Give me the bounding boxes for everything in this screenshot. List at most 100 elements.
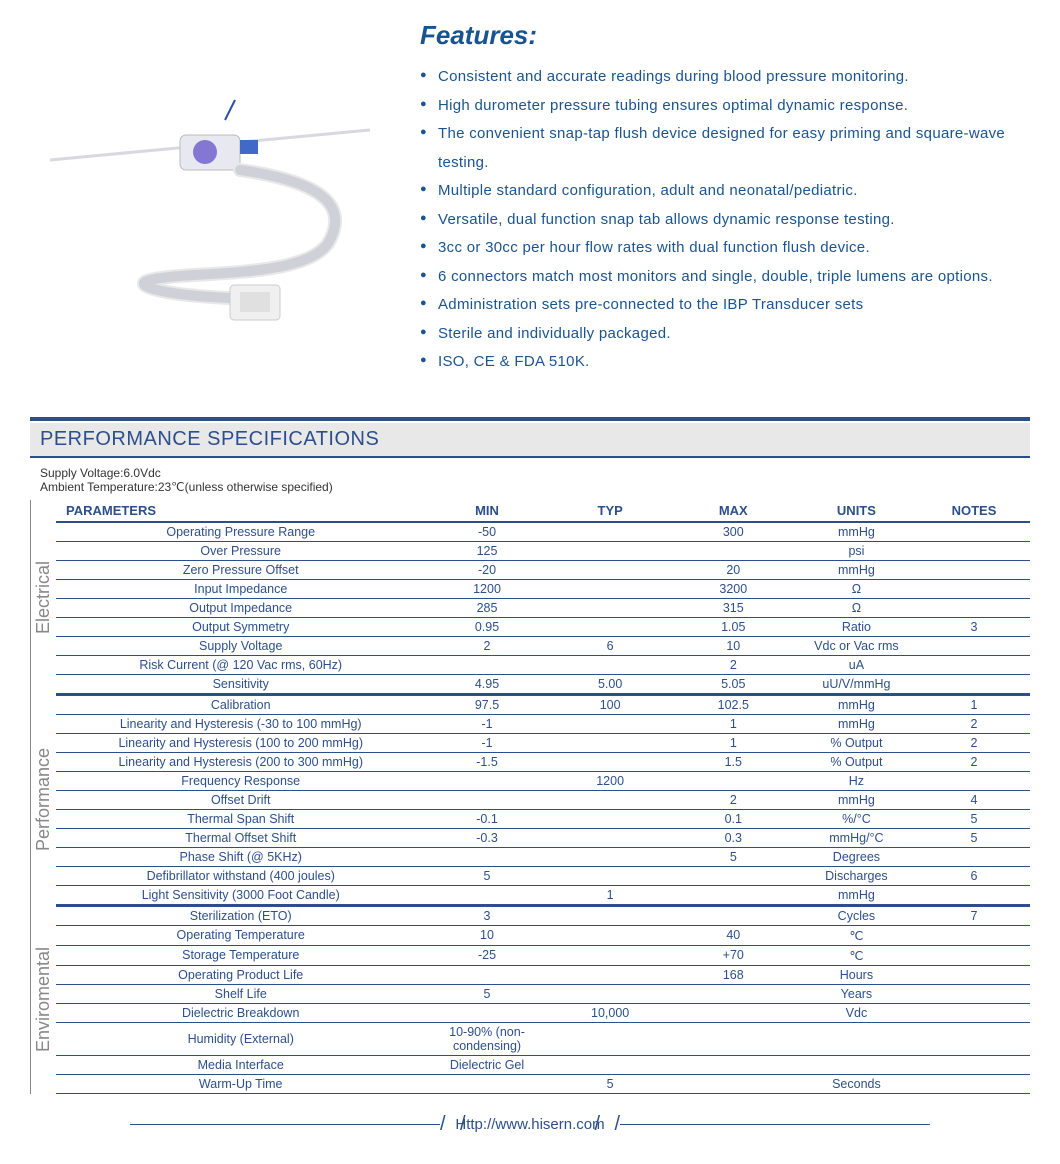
table-cell-min: 5 xyxy=(425,866,548,885)
table-row: Media InterfaceDielectric Gel xyxy=(56,1055,1030,1074)
table-row: Humidity (External)10-90% (non-condensin… xyxy=(56,1022,1030,1055)
table-cell-units: mmHg/°C xyxy=(795,828,918,847)
table-cell-max: 0.1 xyxy=(672,809,795,828)
transducer-illustration xyxy=(30,20,390,340)
table-cell-max xyxy=(672,866,795,885)
table-cell-max: 40 xyxy=(672,925,795,945)
table-row: Defibrillator withstand (400 joules)5 Dis… xyxy=(56,866,1030,885)
table-cell-units xyxy=(795,1022,918,1055)
table-cell-typ: 5.00 xyxy=(549,674,672,693)
table-cell-param: Thermal Span Shift xyxy=(56,809,425,828)
table-cell-notes: 7 xyxy=(918,906,1030,926)
table-cell-notes: 6 xyxy=(918,866,1030,885)
table-cell-min: 2 xyxy=(425,636,548,655)
table-cell-typ xyxy=(549,925,672,945)
table-cell-param: Phase Shift (@ 5KHz) xyxy=(56,847,425,866)
table-cell-notes xyxy=(918,1055,1030,1074)
table-cell-units: Cycles xyxy=(795,906,918,926)
table-cell-typ xyxy=(549,598,672,617)
table-cell-min: -1.5 xyxy=(425,752,548,771)
table-cell-units: Ω xyxy=(795,579,918,598)
table-cell-param: Defibrillator withstand (400 joules) xyxy=(56,866,425,885)
spec-category-enviromental: EnviromentalSterilization (ETO)3Cycles7O… xyxy=(30,905,1030,1094)
features-list: Consistent and accurate readings during … xyxy=(420,63,1030,377)
table-cell-min: 0.95 xyxy=(425,617,548,636)
table-cell-units: mmHg xyxy=(795,695,918,715)
table-cell-max: 3200 xyxy=(672,579,795,598)
table-cell-min: 97.5 xyxy=(425,695,548,715)
table-cell-units: psi xyxy=(795,541,918,560)
table-cell-notes xyxy=(918,925,1030,945)
table-cell-param: Output Impedance xyxy=(56,598,425,617)
table-cell-param: Thermal Offset Shift xyxy=(56,828,425,847)
table-cell-min: 285 xyxy=(425,598,548,617)
spec-category-performance: PerformanceCalibration97.5100102.5mmHg1L… xyxy=(30,694,1030,905)
table-cell-param: Shelf Life xyxy=(56,984,425,1003)
table-cell-typ xyxy=(549,714,672,733)
table-cell-min xyxy=(425,847,548,866)
table-row: Sterilization (ETO)3Cycles7 xyxy=(56,906,1030,926)
table-cell-param: Warm-Up Time xyxy=(56,1074,425,1093)
table-cell-notes xyxy=(918,522,1030,542)
table-cell-notes xyxy=(918,636,1030,655)
table-cell-units: Ratio xyxy=(795,617,918,636)
table-cell-param: Input Impedance xyxy=(56,579,425,598)
table-cell-param: Humidity (External) xyxy=(56,1022,425,1055)
table-header: MAX xyxy=(672,500,795,522)
table-cell-max: 1 xyxy=(672,733,795,752)
table-row: Output Symmetry0.951.05Ratio3 xyxy=(56,617,1030,636)
table-cell-max xyxy=(672,885,795,904)
table-row: Supply Voltage2610Vdc or Vac rms xyxy=(56,636,1030,655)
table-cell-notes xyxy=(918,1022,1030,1055)
table-cell-max xyxy=(672,771,795,790)
table-cell-units: ℃ xyxy=(795,945,918,965)
table-cell-min: 1200 xyxy=(425,579,548,598)
footer: / / Http://www.hisern.com / / xyxy=(30,1114,1030,1144)
footer-line-left xyxy=(130,1124,440,1125)
category-label: Enviromental xyxy=(30,905,56,1094)
feature-item: Consistent and accurate readings during … xyxy=(420,63,1030,92)
table-row: Shelf Life5Years xyxy=(56,984,1030,1003)
table-cell-typ xyxy=(549,560,672,579)
spec-table: Sterilization (ETO)3Cycles7Operating Tem… xyxy=(56,905,1030,1094)
table-cell-min: -20 xyxy=(425,560,548,579)
table-row: Calibration97.5100102.5mmHg1 xyxy=(56,695,1030,715)
table-cell-units: mmHg xyxy=(795,560,918,579)
category-label: Electrical xyxy=(30,500,56,694)
footer-line-right xyxy=(620,1124,930,1125)
table-cell-notes xyxy=(918,674,1030,693)
table-cell-max: 1 xyxy=(672,714,795,733)
table-cell-max: 2 xyxy=(672,655,795,674)
table-row: Frequency Response1200Hz xyxy=(56,771,1030,790)
table-cell-param: Over Pressure xyxy=(56,541,425,560)
table-cell-max: 300 xyxy=(672,522,795,542)
table-cell-min: 10-90% (non-condensing) xyxy=(425,1022,548,1055)
table-cell-param: Media Interface xyxy=(56,1055,425,1074)
table-cell-notes xyxy=(918,598,1030,617)
feature-item: High durometer pressure tubing ensures o… xyxy=(420,92,1030,121)
table-row: Sensitivity4.955.005.05uU/V/mmHg xyxy=(56,674,1030,693)
table-cell-min xyxy=(425,655,548,674)
table-cell-notes xyxy=(918,771,1030,790)
conditions-block: Supply Voltage:6.0VdcAmbient Temperature… xyxy=(30,458,1030,500)
feature-item: 6 connectors match most monitors and sin… xyxy=(420,263,1030,292)
section-title-wrap: PERFORMANCE SPECIFICATIONS xyxy=(30,423,1030,458)
table-cell-notes: 5 xyxy=(918,828,1030,847)
footer-url: Http://www.hisern.com xyxy=(425,1116,634,1133)
table-cell-units: Discharges xyxy=(795,866,918,885)
feature-item: Multiple standard configuration, adult a… xyxy=(420,177,1030,206)
table-cell-param: Supply Voltage xyxy=(56,636,425,655)
table-cell-typ xyxy=(549,847,672,866)
table-cell-units: Hours xyxy=(795,965,918,984)
table-cell-units: % Output xyxy=(795,733,918,752)
table-cell-typ xyxy=(549,945,672,965)
table-cell-notes: 2 xyxy=(918,733,1030,752)
table-cell-max xyxy=(672,541,795,560)
table-cell-param: Storage Temperature xyxy=(56,945,425,965)
table-row: Storage Temperature-25+70℃ xyxy=(56,945,1030,965)
table-cell-units: Vdc xyxy=(795,1003,918,1022)
table-cell-typ xyxy=(549,579,672,598)
table-cell-max xyxy=(672,1055,795,1074)
table-cell-param: Sensitivity xyxy=(56,674,425,693)
table-cell-max: 5 xyxy=(672,847,795,866)
